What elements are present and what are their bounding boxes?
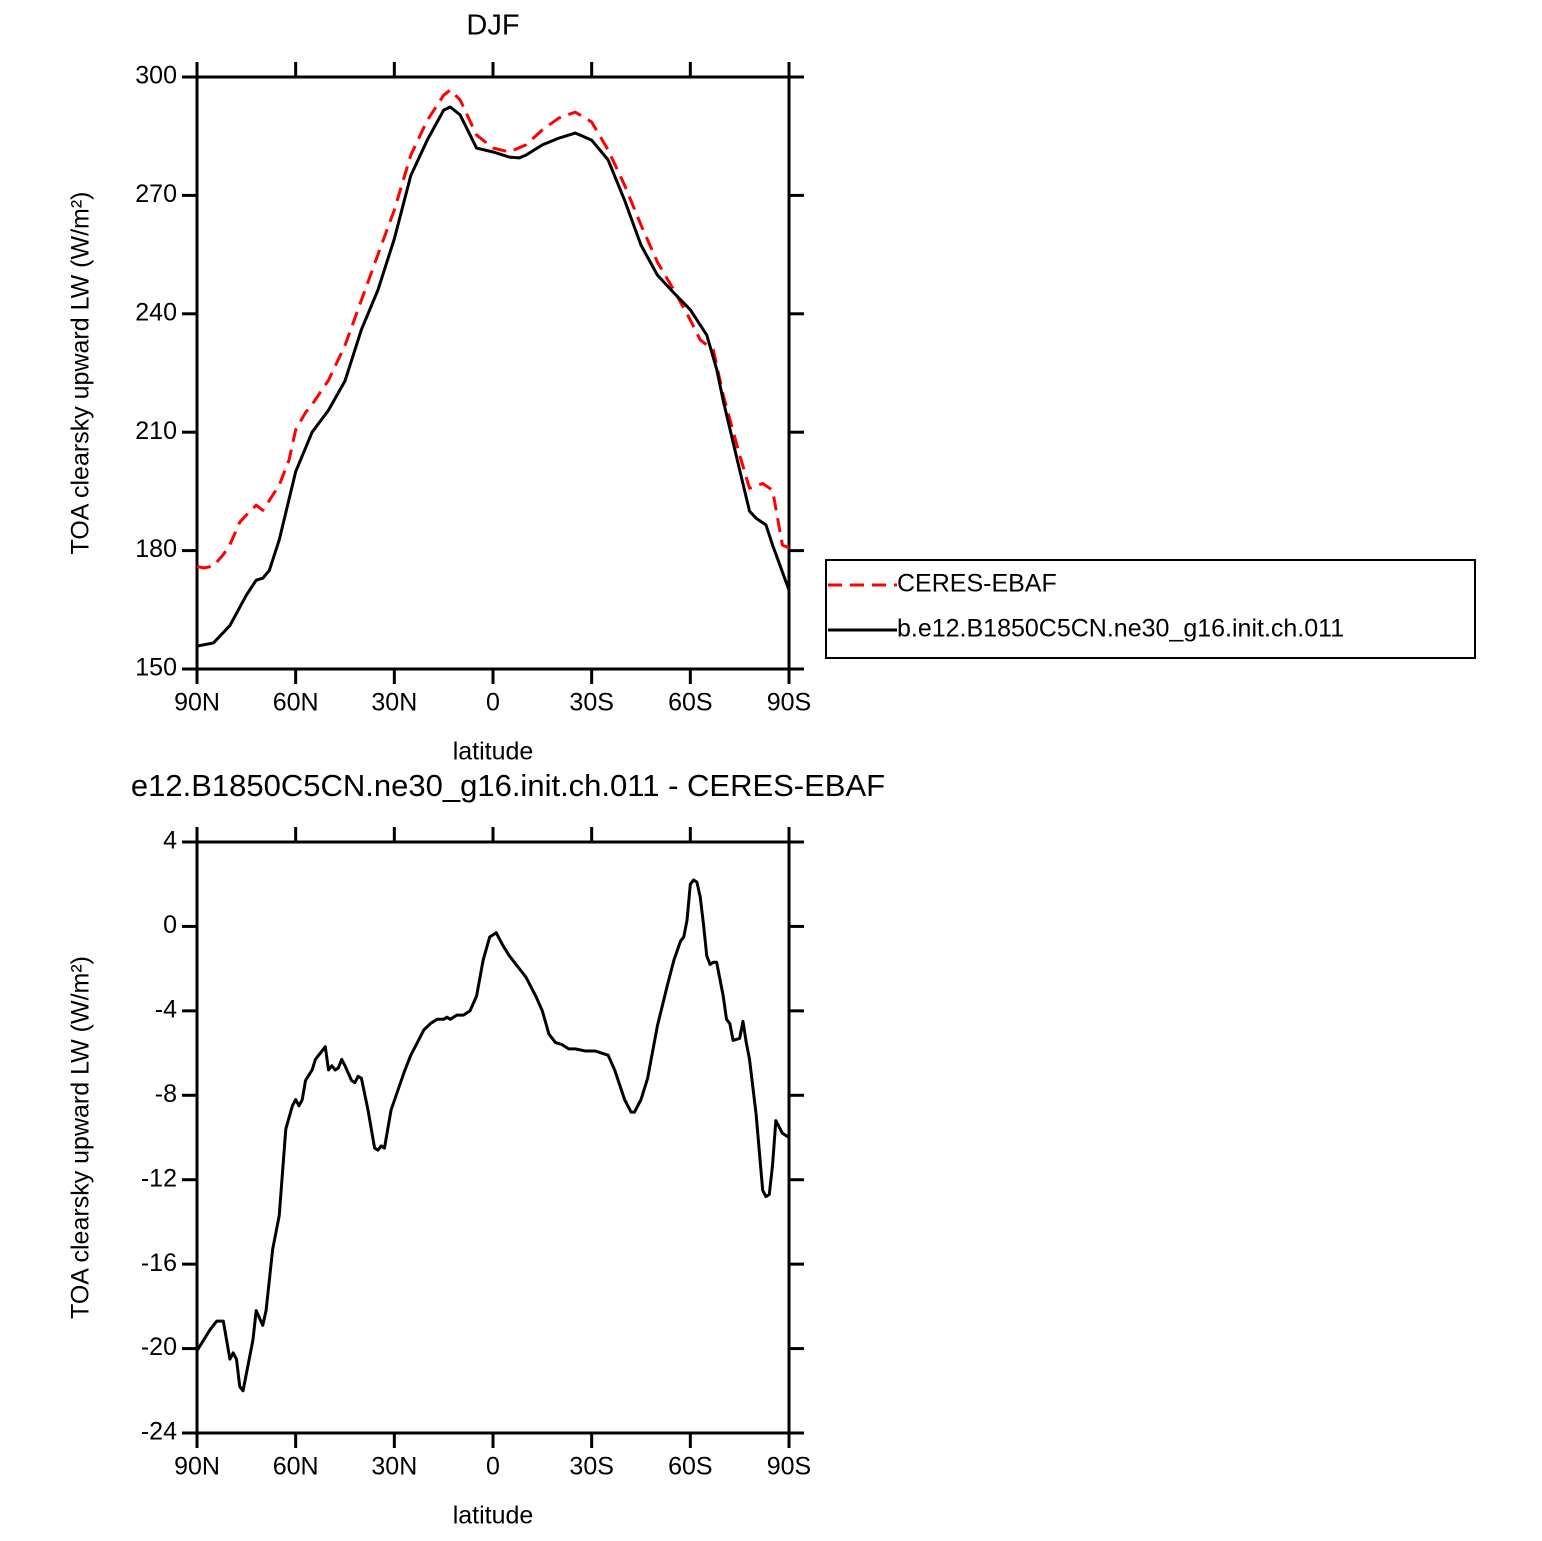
y-tick-label: 270 (135, 180, 177, 208)
y-tick-label: 0 (163, 911, 177, 939)
y-tick-label: 4 (163, 827, 177, 855)
y-axis-label: TOA clearsky upward LW (W/m²) (67, 956, 95, 1319)
y-tick-label: -8 (155, 1080, 177, 1108)
y-tick-label: 180 (135, 535, 177, 563)
legend-label: CERES-EBAF (897, 570, 1057, 598)
y-tick-label: 300 (135, 62, 177, 90)
x-axis-label: latitude (453, 738, 534, 766)
chart-title: DJF (466, 10, 519, 42)
x-tick-label: 30N (371, 1453, 417, 1481)
x-tick-label: 90S (767, 689, 811, 717)
x-tick-label: 30S (569, 689, 613, 717)
legend-box (825, 559, 1476, 659)
x-tick-label: 90S (767, 1453, 811, 1481)
data-line (196, 88, 790, 570)
y-tick-label: 150 (135, 654, 177, 682)
chart-title: e12.B1850C5CN.ne30_g16.init.ch.011 - CER… (131, 768, 885, 803)
data-line (196, 105, 791, 648)
legend-label: b.e12.B1850C5CN.ne30_g16.init.ch.011 (897, 615, 1344, 643)
x-tick-label: 30N (371, 689, 417, 717)
y-axis-label: TOA clearsky upward LW (W/m²) (67, 191, 95, 554)
y-tick-label: 210 (135, 417, 177, 445)
x-tick-label: 90N (174, 689, 220, 717)
x-axis-label: latitude (453, 1502, 534, 1530)
y-tick-label: -24 (141, 1418, 177, 1446)
x-tick-label: 30S (569, 1453, 613, 1481)
x-tick-label: 0 (486, 1453, 500, 1481)
y-tick-label: -12 (141, 1164, 177, 1192)
y-tick-label: -20 (141, 1333, 177, 1361)
data-line (195, 878, 790, 1393)
x-tick-label: 60N (273, 1453, 319, 1481)
x-tick-label: 90N (174, 1453, 220, 1481)
x-tick-label: 0 (486, 689, 500, 717)
y-tick-label: 240 (135, 298, 177, 326)
x-tick-label: 60N (273, 689, 319, 717)
x-tick-label: 60S (668, 689, 712, 717)
y-tick-label: -16 (141, 1249, 177, 1277)
x-tick-label: 60S (668, 1453, 712, 1481)
y-tick-label: -4 (155, 995, 177, 1023)
